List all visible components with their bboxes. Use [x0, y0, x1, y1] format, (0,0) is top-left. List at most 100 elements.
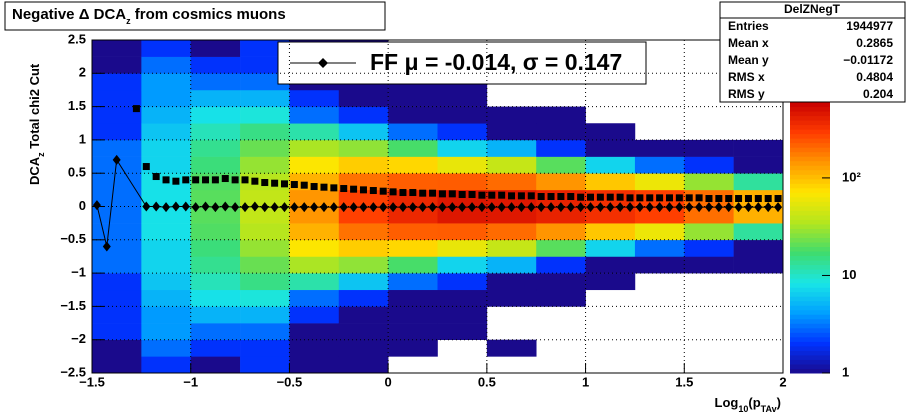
- square-marker: [350, 185, 358, 193]
- title-text: from cosmics muons: [131, 6, 286, 23]
- heat-cell: [733, 239, 784, 257]
- heat-cell: [338, 339, 389, 357]
- x-label-sub: 10: [738, 404, 748, 414]
- heat-cell: [289, 89, 340, 107]
- square-marker: [340, 185, 348, 193]
- heat-cell: [733, 206, 784, 224]
- heat-cell: [634, 139, 685, 157]
- diamond-marker: [645, 202, 654, 213]
- heat-cell: [388, 156, 438, 174]
- square-marker: [547, 193, 555, 201]
- colorbar-cell: [790, 228, 830, 234]
- diamond-marker: [744, 202, 753, 213]
- heat-cell: [585, 239, 636, 257]
- diamond-marker: [547, 202, 556, 213]
- heat-cell: [338, 223, 389, 241]
- heat-cell: [536, 206, 586, 224]
- heat-cell: [338, 273, 389, 291]
- colorbar-cell: [790, 142, 830, 148]
- heat-cell: [240, 206, 290, 224]
- colorbar-cell: [790, 219, 830, 225]
- stats-value: 0.2865: [856, 36, 893, 50]
- heat-cell: [240, 289, 290, 307]
- x-axis-label: Log10(pTAv): [715, 395, 781, 414]
- heat-cell: [388, 173, 438, 191]
- heat-cell: [141, 106, 192, 124]
- stats-title: DelZNegT: [784, 2, 841, 16]
- heat-cell: [240, 323, 290, 340]
- diamond-marker: [448, 202, 457, 213]
- colorbar-cell: [790, 350, 830, 356]
- heat-cell: [240, 273, 290, 291]
- colorbar-cell: [790, 129, 830, 135]
- stats-value: −0.01172: [843, 53, 893, 67]
- heat-cell: [388, 106, 438, 124]
- square-marker: [290, 181, 298, 189]
- heat-cell: [240, 239, 290, 257]
- heat-cell: [437, 206, 488, 224]
- square-marker: [399, 189, 407, 197]
- diamond-marker: [152, 201, 161, 212]
- square-marker: [448, 190, 456, 198]
- heat-cell: [190, 289, 241, 307]
- heat-cell: [240, 40, 290, 57]
- heat-cell: [240, 356, 290, 374]
- diamond-marker: [171, 201, 180, 212]
- z-tick-label: 1: [842, 364, 849, 379]
- diamond-marker: [201, 201, 210, 212]
- diamond-marker: [527, 202, 536, 213]
- z-tick-label: 10²: [842, 169, 861, 184]
- colorbar-cell: [790, 318, 830, 324]
- heat-cell: [486, 139, 537, 157]
- square-marker: [182, 176, 190, 184]
- colorbar-cell: [790, 174, 830, 180]
- colorbar-cell: [790, 237, 830, 243]
- colorbar-cell: [790, 260, 830, 266]
- heat-cell: [437, 323, 488, 340]
- heat-cell: [486, 173, 537, 191]
- square-marker: [468, 191, 476, 199]
- diamond-marker: [319, 202, 328, 213]
- x-label-sub: TAv: [761, 404, 777, 414]
- heat-cell: [190, 40, 241, 57]
- diamond-marker: [112, 154, 121, 165]
- square-marker: [320, 183, 328, 191]
- heat-cell: [338, 156, 389, 174]
- y-tick-label: 0: [79, 198, 86, 213]
- heat-cell: [240, 73, 290, 91]
- heat-cell: [240, 56, 290, 74]
- heat-cell: [190, 189, 241, 207]
- square-marker: [142, 163, 150, 171]
- diamond-marker: [675, 202, 684, 213]
- x-tick-label: −1: [183, 374, 198, 389]
- heat-cell: [486, 123, 537, 141]
- heat-cell: [634, 206, 685, 224]
- heat-cell: [684, 139, 734, 157]
- heat-cell: [190, 339, 241, 357]
- heat-cell: [388, 273, 438, 291]
- x-tick-label: 0: [385, 374, 392, 389]
- colorbar-cell: [790, 368, 830, 374]
- heat-cell: [92, 73, 142, 91]
- square-marker: [152, 173, 160, 181]
- diamond-marker: [211, 202, 220, 213]
- heat-cell: [437, 89, 488, 107]
- diamond-marker: [418, 202, 427, 213]
- z-tick-label: 10: [842, 267, 856, 282]
- heat-cell: [240, 123, 290, 141]
- heat-cell: [388, 89, 438, 107]
- title-text: Negative Δ DCA: [12, 6, 126, 23]
- colorbar-cell: [790, 192, 830, 198]
- diamond-marker: [231, 202, 240, 213]
- heat-cell: [437, 123, 488, 141]
- heat-cell: [190, 323, 241, 340]
- heat-cell: [338, 289, 389, 307]
- square-marker: [192, 176, 200, 184]
- heat-cell: [536, 173, 586, 191]
- square-marker: [280, 180, 288, 188]
- diamond-marker: [142, 201, 151, 212]
- square-marker: [359, 186, 367, 194]
- heat-cell: [289, 289, 340, 307]
- colorbar: 1 10 10²: [790, 102, 861, 379]
